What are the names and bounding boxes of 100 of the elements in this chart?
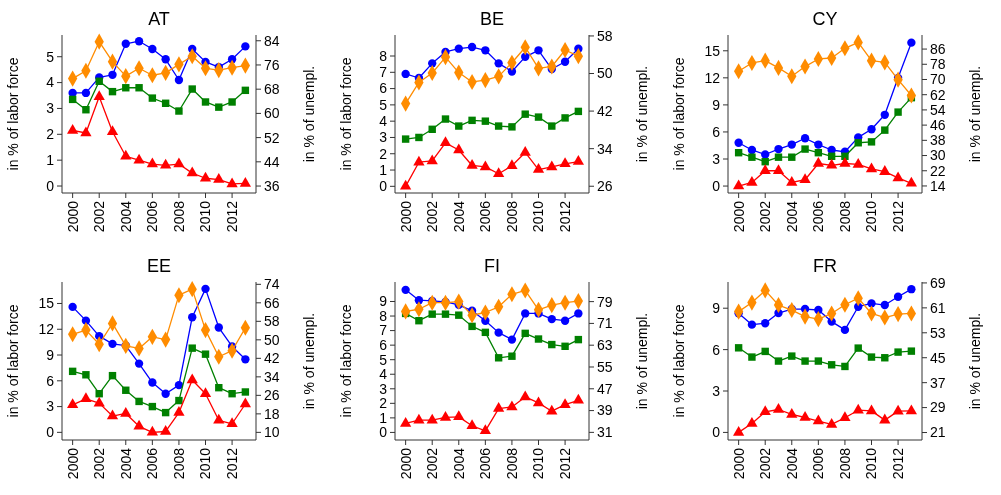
point [826, 158, 838, 169]
point [548, 122, 556, 130]
chart-title: FI [484, 256, 500, 276]
point [81, 316, 91, 325]
y-tick-label: 0 [379, 424, 388, 441]
point [867, 353, 876, 361]
x-tick-label: 2002 [757, 200, 774, 233]
point [548, 340, 556, 349]
point [761, 150, 770, 159]
point [865, 162, 878, 173]
y-tick-label: 4 [379, 113, 388, 130]
point [546, 404, 558, 415]
x-tick-label: 2006 [477, 447, 494, 480]
point [468, 322, 476, 331]
point [106, 125, 119, 135]
y-tick-label: 4 [379, 366, 388, 383]
point [761, 158, 769, 166]
point [772, 403, 785, 413]
y2-tick-label: 50 [597, 65, 613, 82]
point [454, 44, 463, 53]
y-tick-label: 3 [712, 382, 721, 399]
y2-axis-title: in % of unempl. [634, 312, 650, 410]
point [560, 316, 570, 325]
point [106, 409, 119, 420]
y2-tick-label: 61 [930, 299, 946, 316]
y2-tick-label: 86 [930, 40, 946, 57]
point [559, 398, 571, 408]
point [801, 145, 809, 153]
y-tick-label: 0 [712, 424, 721, 441]
y2-tick-label: 39 [597, 402, 613, 419]
point [441, 115, 450, 123]
y2-tick-label: 76 [264, 56, 280, 73]
point [534, 46, 543, 55]
point [905, 176, 917, 187]
y2-tick-label: 68 [264, 81, 280, 98]
y-tick-label: 3 [46, 398, 55, 415]
point [572, 155, 584, 165]
point [521, 309, 530, 318]
y2-tick-label: 60 [264, 105, 280, 122]
point [494, 354, 503, 362]
point [400, 416, 412, 427]
x-tick-label: 2008 [836, 200, 853, 233]
x-tick-label: 2004 [450, 447, 467, 480]
chart-title: EE [146, 256, 172, 276]
point [479, 424, 491, 435]
point [80, 126, 92, 137]
y-tick-label: 0 [46, 177, 55, 194]
y2-tick-label: 26 [264, 387, 280, 404]
point [521, 52, 530, 61]
point [747, 320, 757, 329]
y-tick-label: 2 [379, 145, 388, 162]
y-axis-title: in % of labor force [671, 57, 687, 171]
point [852, 403, 864, 414]
y2-tick-label: 30 [930, 147, 946, 164]
point [426, 413, 438, 424]
y2-tick-label: 37 [930, 374, 946, 391]
point [519, 145, 531, 156]
x-tick-label: 2010 [197, 200, 214, 233]
point [867, 299, 876, 308]
point [108, 339, 117, 349]
point [215, 383, 223, 392]
point [881, 354, 889, 362]
point [827, 361, 836, 369]
x-tick-label: 2012 [889, 200, 906, 233]
point [840, 325, 850, 335]
point [82, 371, 90, 379]
point [508, 123, 516, 131]
y2-tick-label: 44 [264, 153, 280, 170]
point [146, 157, 158, 168]
point [135, 397, 143, 406]
point [135, 84, 143, 92]
point [521, 110, 529, 118]
point [746, 175, 758, 186]
point [453, 143, 465, 154]
point [880, 300, 889, 310]
x-tick-label: 2002 [424, 200, 441, 233]
point [186, 166, 198, 177]
point [428, 310, 436, 318]
point [133, 153, 145, 164]
y-tick-label: 0 [46, 424, 55, 441]
point [401, 135, 410, 143]
point [160, 424, 172, 435]
x-tick-label: 2012 [556, 447, 573, 480]
point [213, 173, 225, 183]
point [561, 342, 569, 351]
y-tick-label: 5 [379, 96, 388, 113]
point [812, 414, 824, 425]
point [201, 98, 210, 106]
x-tick-label: 2010 [530, 200, 547, 233]
point [534, 113, 543, 121]
x-tick-label: 2008 [503, 447, 520, 480]
y2-tick-label: 69 [930, 274, 946, 291]
point [401, 285, 410, 295]
y-tick-label: 1 [46, 152, 55, 169]
y2-tick-label: 10 [264, 424, 280, 441]
y2-tick-label: 14 [930, 177, 946, 194]
y-axis-title: in % of labor force [338, 57, 354, 171]
point [865, 404, 878, 415]
point [481, 46, 490, 55]
y2-tick-label: 66 [264, 294, 280, 311]
